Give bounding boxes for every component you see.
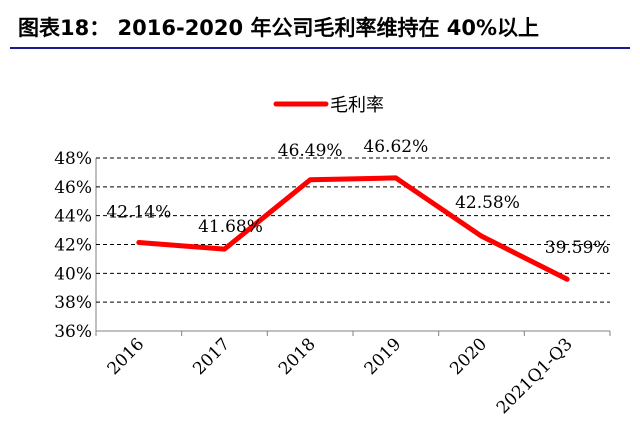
data-label: 42.58% <box>455 193 520 213</box>
y-tick-labels: 36% 38% 40% 42% 44% 46% 48% <box>54 149 92 342</box>
data-label: 41.68% <box>198 217 263 237</box>
y-tick-label: 38% <box>54 293 92 313</box>
figure-title: 图表18： 2016-2020 年公司毛利率维持在 40%以上 <box>18 16 540 40</box>
series-line-毛利率 <box>136 175 570 282</box>
x-tick-label: 2017 <box>189 334 234 379</box>
legend-label: 毛利率 <box>330 95 384 116</box>
legend: 毛利率 <box>273 95 384 116</box>
y-tick-label: 36% <box>54 322 92 342</box>
data-label: 46.62% <box>363 137 428 157</box>
x-tick-label: 2016 <box>104 334 149 379</box>
data-label: 46.49% <box>278 141 343 161</box>
data-labels: 42.14% 41.68% 46.49% 46.62% 42.58% 39.59% <box>106 137 609 258</box>
y-tick-label: 46% <box>54 178 92 198</box>
x-tick-label: 2020 <box>446 334 491 379</box>
x-tick-label: 2021Q1-Q3 <box>493 334 577 418</box>
y-tick-label: 48% <box>54 149 92 169</box>
data-label: 39.59% <box>545 238 610 258</box>
data-label: 42.14% <box>106 202 171 222</box>
grid-lines <box>95 157 611 336</box>
title-underline <box>10 47 630 49</box>
x-tick-labels: 2016 2017 2018 2019 2020 2021Q1-Q3 <box>104 334 577 418</box>
y-tick-label: 44% <box>54 207 92 227</box>
y-tick-label: 40% <box>54 264 92 284</box>
y-tick-label: 42% <box>54 236 92 256</box>
figure-title-bar: 图表18： 2016-2020 年公司毛利率维持在 40%以上 <box>10 6 630 49</box>
x-tick-label: 2018 <box>275 334 320 379</box>
series-layer <box>136 175 570 282</box>
x-tick-label: 2019 <box>361 334 406 379</box>
